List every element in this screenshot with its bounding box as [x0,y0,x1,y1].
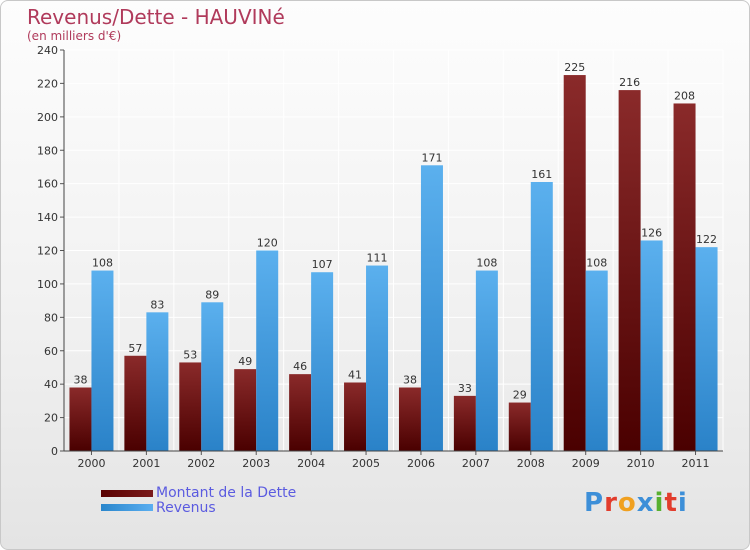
data-label-dette: 46 [293,360,307,373]
logo-letter: x [636,488,655,518]
x-tick-label: 2009 [572,457,600,470]
bar-revenus-2002 [201,302,224,451]
data-label-revenus: 171 [421,151,442,164]
y-tick-label: 180 [37,144,58,157]
legend-label-revenus: Revenus [156,500,216,516]
bar-revenus-2008 [530,181,553,451]
y-tick-label: 0 [51,445,58,458]
bar-dette-2008 [508,402,531,451]
bar-dette-2002 [179,362,202,451]
data-label-dette: 38 [403,374,417,387]
legend-label-dette: Montant de la Dette [156,485,297,501]
bar-revenus-2009 [585,270,608,451]
y-tick-label: 240 [37,44,58,57]
data-label-revenus: 122 [696,233,717,246]
data-label-revenus: 83 [150,298,164,311]
data-label-revenus: 111 [367,252,388,265]
data-label-dette: 29 [513,389,527,402]
data-label-dette: 33 [458,382,472,395]
y-tick-label: 160 [37,178,58,191]
x-tick-label: 2005 [352,457,380,470]
y-tick-label: 100 [37,278,58,291]
bar-dette-2011 [673,103,696,451]
y-tick-label: 220 [37,77,58,90]
x-tick-label: 2006 [407,457,435,470]
legend-swatch-dette [101,490,153,497]
y-tick-label: 140 [37,211,58,224]
bar-revenus-2001 [146,312,169,451]
bar-dette-2005 [344,382,367,451]
bar-dette-2006 [398,387,421,451]
bar-revenus-2007 [475,270,498,451]
y-tick-label: 20 [44,412,58,425]
data-label-dette: 216 [619,76,640,89]
data-label-dette: 225 [564,61,585,74]
proxiti-logo: Proxiti [584,488,688,518]
x-tick-label: 2002 [187,457,215,470]
chart-title: Revenus/Dette - HAUVINé [27,5,285,29]
bar-dette-2000 [69,387,92,451]
logo-letter: i [677,488,688,518]
data-label-dette: 57 [128,342,142,355]
y-tick-label: 60 [44,345,58,358]
bar-revenus-2004 [311,272,334,451]
data-label-revenus: 120 [257,237,278,250]
data-label-revenus: 108 [476,257,497,270]
bar-dette-2004 [289,374,312,451]
x-tick-label: 2011 [682,457,710,470]
bar-revenus-2000 [91,270,114,451]
x-tick-label: 2003 [242,457,270,470]
logo-letter: o [617,488,637,518]
x-tick-label: 2008 [517,457,545,470]
y-tick-label: 200 [37,111,58,124]
data-label-revenus: 89 [205,288,219,301]
y-tick-label: 80 [44,311,58,324]
data-label-dette: 53 [183,348,197,361]
data-label-revenus: 108 [92,257,113,270]
logo-letter: t [664,488,678,518]
bar-dette-2003 [234,369,257,451]
x-tick-label: 2001 [132,457,160,470]
bar-dette-2010 [618,90,641,451]
logo-letter: P [584,488,605,518]
bar-dette-2001 [124,355,147,451]
logo-letter: i [654,488,665,518]
bar-revenus-2010 [640,240,663,451]
bar-dette-2007 [453,395,476,451]
bar-revenus-2003 [256,250,279,451]
bar-revenus-2011 [695,247,718,451]
chart-subtitle: (en milliers d'€) [27,29,122,43]
data-label-revenus: 161 [531,168,552,181]
data-label-dette: 49 [238,355,252,368]
data-label-dette: 38 [73,374,87,387]
x-tick-label: 2004 [297,457,325,470]
data-label-revenus: 126 [641,226,662,239]
bar-revenus-2005 [366,265,389,451]
bar-dette-2009 [563,75,586,451]
x-tick-label: 2007 [462,457,490,470]
data-label-revenus: 108 [586,257,607,270]
data-label-dette: 208 [674,89,695,102]
x-tick-label: 2010 [627,457,655,470]
data-label-dette: 41 [348,368,362,381]
y-tick-label: 120 [37,245,58,258]
x-tick-label: 2000 [77,457,105,470]
logo-letter: r [604,488,618,518]
data-label-revenus: 107 [312,258,333,271]
bar-revenus-2006 [420,165,443,451]
y-tick-label: 40 [44,378,58,391]
legend-swatch-revenus [101,504,153,511]
